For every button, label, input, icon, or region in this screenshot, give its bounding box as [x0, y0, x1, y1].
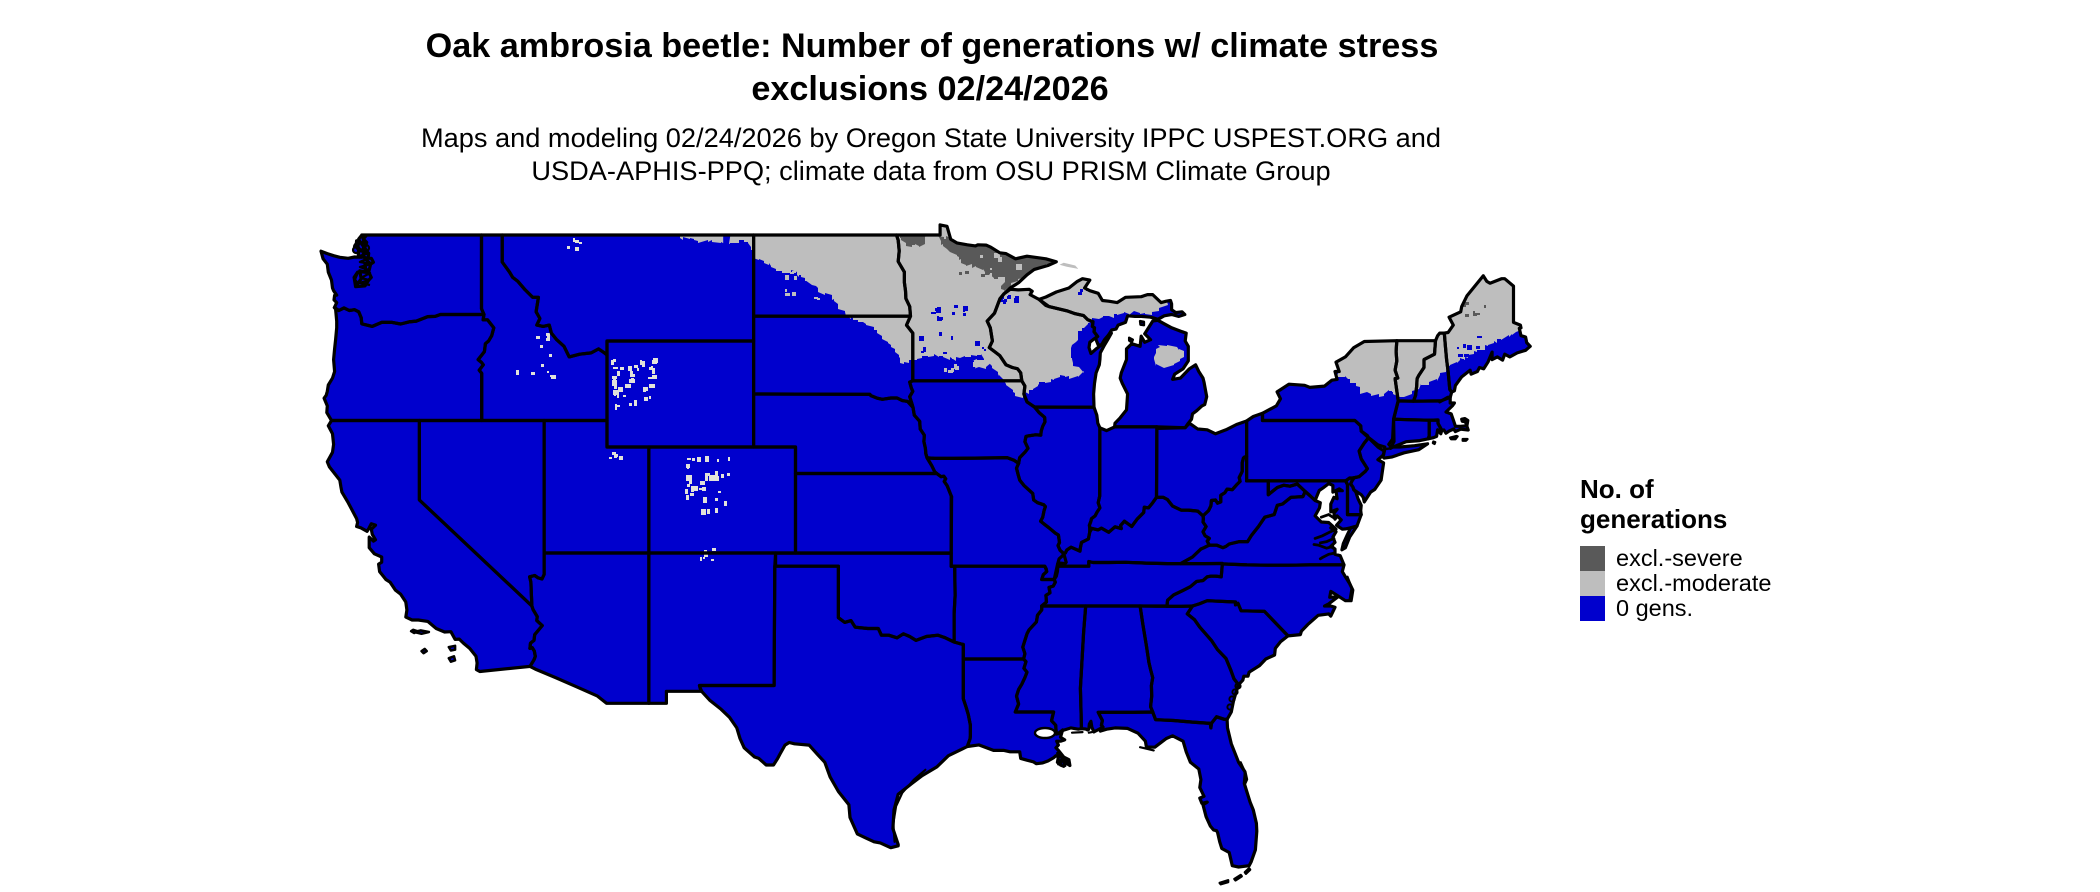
svg-text:excl.-moderate: excl.-moderate — [1616, 570, 1771, 596]
svg-text:generations: generations — [1580, 504, 1727, 534]
svg-text:Oak ambrosia beetle: Number of: Oak ambrosia beetle: Number of generatio… — [426, 27, 1439, 65]
svg-text:exclusions 02/24/2026: exclusions 02/24/2026 — [751, 70, 1108, 108]
svg-text:Maps and modeling 02/24/2026 b: Maps and modeling 02/24/2026 by Oregon S… — [421, 122, 1441, 153]
svg-text:No. of: No. of — [1580, 474, 1654, 504]
svg-text:USDA-APHIS-PPQ; climate data f: USDA-APHIS-PPQ; climate data from OSU PR… — [531, 155, 1330, 186]
svg-text:excl.-severe: excl.-severe — [1616, 545, 1743, 571]
svg-text:0 gens.: 0 gens. — [1616, 595, 1693, 621]
